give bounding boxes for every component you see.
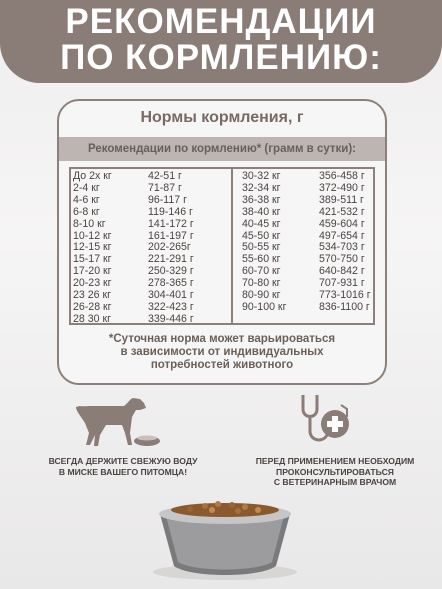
reminder-line: ПЕРЕД ПРИМЕНЕНИЕМ НЕОБХОДИМ [255,456,415,466]
weight-cell: До 2х кг [73,170,112,182]
weight-cell: 4-6 кг [73,193,100,206]
feeding-note: *Суточная норма может варьироваться в за… [59,333,385,372]
amount-cell: 459-604 г [319,217,365,230]
amount-cell: 278-365 г [148,277,194,290]
amount-cell: 640-842 г [319,265,365,278]
weight-cell: 6-8 кг [73,205,100,218]
header-title-line1: РЕКОМЕНДАЦИИ [65,2,377,41]
dog-with-bowl-icon [76,398,160,446]
right-amounts-column: 356-458 г 372-490 г 389-511 г 421-532 г 459-… [319,170,371,314]
amount-cell: 71-87 г [148,181,182,194]
amount-cell: 356-458 г [319,170,365,182]
amount-cell: 372-490 г [319,181,365,194]
amount-cell: 389-511 г [319,193,364,206]
table-divider [231,167,233,323]
weight-cell: 60-70 кг [242,265,281,278]
weight-cell: 38-40 кг [242,205,281,218]
card-subtitle: Рекомендации по кормлению* (грамм в сутк… [59,137,385,161]
amount-cell: 304-401 г [148,289,194,302]
feeding-table-card: Нормы кормления, г Рекомендации по кормл… [57,99,387,385]
amount-cell: 250-329 г [148,265,194,278]
table-top-divider [69,167,375,169]
weight-cell: 80-90 кг [242,289,281,302]
weight-cell: 36-38 кг [242,193,281,206]
weight-cell: 20-23 кг [73,277,112,290]
table-divider [69,167,71,323]
weight-cell: 30-32 кг [242,170,281,182]
weight-cell: 15-17 кг [73,253,112,266]
amount-cell: 836-1100 г [319,300,370,313]
weight-cell: 40-45 кг [242,217,281,230]
header-title-line2: ПО КОРМЛЕНИЮ: [60,38,382,77]
amount-cell: 570-750 г [319,253,365,266]
amount-cell: 161-197 г [148,229,194,242]
amount-cell: 202-265г [148,241,191,254]
note-line: потребностей животного [150,359,294,371]
amount-cell: 322-423 г [148,300,194,313]
amount-cell: 42-51 г [148,170,182,182]
weight-cell: 32-34 кг [242,181,281,194]
amount-cell: 707-931 г [319,277,365,290]
reminder-line: ВСЕГДА ДЕРЖИТЕ СВЕЖУЮ ВОДУ [48,456,198,466]
right-weights-column: 30-32 кг 32-34 кг 36-38 кг 38-40 кг 40-45 кг… [242,170,287,314]
amount-cell: 534-703 г [319,241,365,254]
table-bottom-divider [69,323,375,325]
amount-cell: 96-117 г [148,193,188,206]
amount-cell: 339-446 г [148,312,194,325]
left-amounts-column: 42-51 г 71-87 г 96-117 г 119-146 г 141-172 г… [148,170,194,326]
note-line: в зависимости от индивидуальных [120,346,324,358]
weight-cell: 17-20 кг [73,265,112,278]
amount-cell: 773-1016 г [319,289,371,302]
note-line: *Суточная норма может варьироваться [108,333,336,345]
food-bowl-image [153,501,297,580]
table-divider [373,167,375,323]
weight-cell: 70-80 кг [242,277,281,290]
reminder-line: В МИСКЕ ВАШЕГО ПИТОМЦА! [58,466,188,477]
amount-cell: 497-654 г [319,229,365,242]
amount-cell: 221-291 г [148,253,194,266]
amount-cell: 421-532 г [319,205,365,218]
weight-cell: 55-60 кг [242,253,281,266]
weight-cell: 12-15 кг [73,241,112,254]
reminder-line: С ВЕТЕРИНАРНЫМ ВРАЧОМ [273,477,397,487]
stethoscope-cross-icon [301,395,349,442]
weight-cell: 10-12 кг [73,229,112,242]
reminder-line: ПРОКОНСУЛЬТИРОВАТЬСЯ [276,466,394,477]
left-weights-column: До 2х кг 2-4 кг 4-6 кг 6-8 кг 8-10 кг 10-12 к… [73,170,112,326]
weight-cell: 2-4 кг [73,181,100,194]
weight-cell: 28 30 кг [73,312,111,325]
header-banner: РЕКОМЕНДАЦИИ ПО КОРМЛЕНИЮ: [0,0,442,83]
weight-cell: 26-28 кг [73,300,112,313]
weight-cell: 23 26 кг [73,289,111,302]
feeding-table: До 2х кг 2-4 кг 4-6 кг 6-8 кг 8-10 кг 10-12 к… [69,167,375,326]
amount-cell: 141-172 г [148,217,194,230]
weight-cell: 8-10 кг [73,217,106,230]
card-title: Нормы кормления, г [140,109,304,126]
weight-cell: 50-55 кг [242,241,281,254]
weight-cell: 90-100 кг [242,300,287,313]
vet-reminder: ПЕРЕД ПРИМЕНЕНИЕМ НЕОБХОДИМ ПРОКОНСУЛЬТИ… [255,456,415,488]
amount-cell: 119-146 г [148,205,193,218]
weight-cell: 45-50 кг [242,229,281,242]
water-reminder: ВСЕГДА ДЕРЖИТЕ СВЕЖУЮ ВОДУ В МИСКЕ ВАШЕГ… [48,456,198,477]
